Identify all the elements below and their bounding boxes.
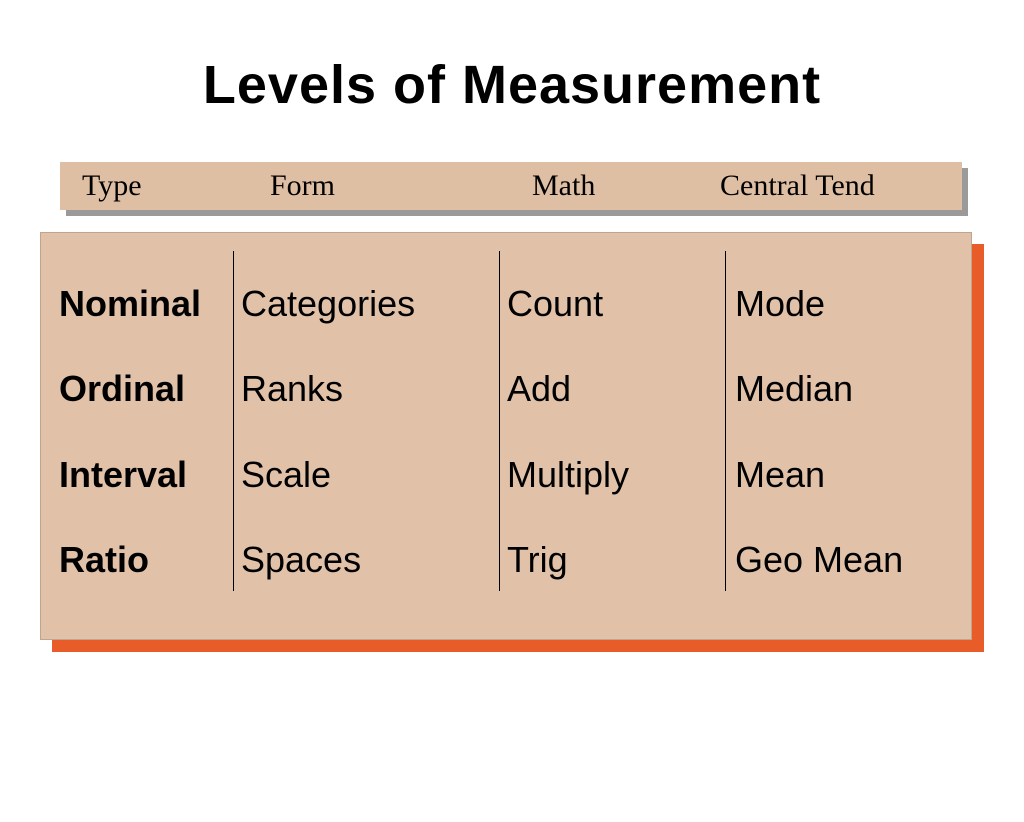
cell-math: Multiply bbox=[507, 454, 629, 496]
table-rows: Nominal Categories Count Mode Ordinal Ra… bbox=[41, 233, 971, 639]
cell-ct: Median bbox=[735, 368, 853, 410]
table-row: Ordinal Ranks Add Median bbox=[41, 367, 971, 411]
cell-ct: Mode bbox=[735, 283, 825, 325]
header-bar-container: Type Form Math Central Tend bbox=[60, 162, 962, 210]
column-header-form: Form bbox=[270, 169, 335, 203]
cell-form: Ranks bbox=[241, 368, 343, 410]
table-row: Interval Scale Multiply Mean bbox=[41, 453, 971, 497]
table-row: Ratio Spaces Trig Geo Mean bbox=[41, 538, 971, 582]
table-row: Nominal Categories Count Mode bbox=[41, 282, 971, 326]
cell-form: Categories bbox=[241, 283, 415, 325]
cell-type: Nominal bbox=[59, 283, 201, 325]
cell-math: Trig bbox=[507, 539, 568, 581]
column-header-centraltend: Central Tend bbox=[720, 169, 875, 203]
column-divider bbox=[499, 251, 500, 591]
cell-form: Spaces bbox=[241, 539, 361, 581]
cell-type: Ordinal bbox=[59, 368, 185, 410]
table-body-panel: Nominal Categories Count Mode Ordinal Ra… bbox=[40, 232, 972, 640]
cell-ct: Mean bbox=[735, 454, 825, 496]
cell-math: Count bbox=[507, 283, 603, 325]
column-divider bbox=[725, 251, 726, 591]
table-body-container: Nominal Categories Count Mode Ordinal Ra… bbox=[40, 232, 972, 640]
cell-type: Ratio bbox=[59, 539, 149, 581]
column-header-math: Math bbox=[532, 169, 595, 203]
cell-type: Interval bbox=[59, 454, 187, 496]
column-header-bar: Type Form Math Central Tend bbox=[60, 162, 962, 210]
cell-form: Scale bbox=[241, 454, 331, 496]
column-header-type: Type bbox=[82, 169, 142, 203]
cell-ct: Geo Mean bbox=[735, 539, 903, 581]
cell-math: Add bbox=[507, 368, 571, 410]
column-divider bbox=[233, 251, 234, 591]
page-title: Levels of Measurement bbox=[0, 54, 1024, 116]
